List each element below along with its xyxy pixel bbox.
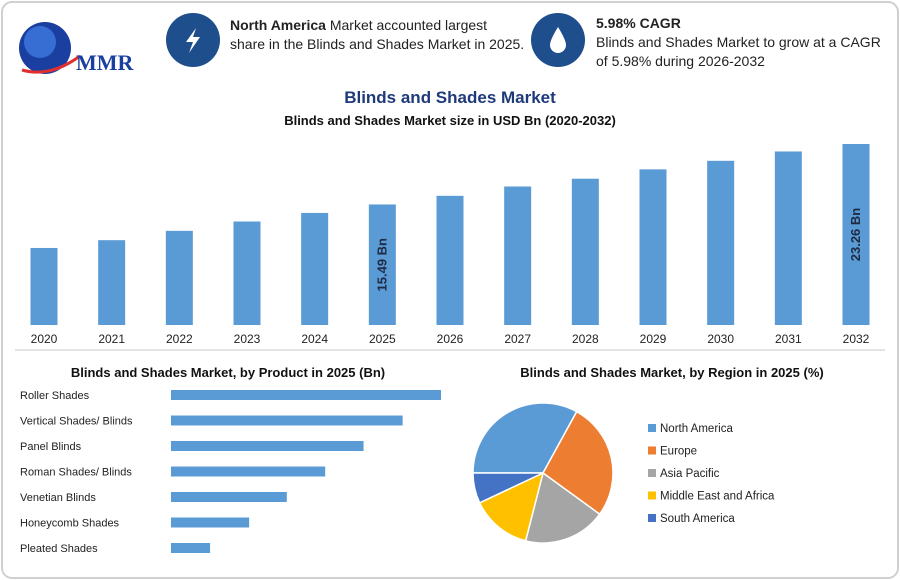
- bar: [171, 441, 364, 451]
- chart-title: Blinds and Shades Market: [344, 88, 556, 107]
- x-tick-label: 2032: [843, 332, 870, 346]
- info-box: 5.98% CAGR Blinds and Shades Market to gr…: [596, 14, 886, 71]
- y-tick-label: Panel Blinds: [20, 441, 82, 453]
- info-text: Blinds and Shades Market to grow at a CA…: [596, 34, 881, 69]
- legend-swatch: [648, 469, 656, 477]
- bar: [571, 178, 599, 325]
- y-tick-label: Venetian Blinds: [20, 492, 96, 504]
- y-tick-label: Pleated Shades: [20, 543, 98, 555]
- info-bold: 5.98% CAGR: [596, 15, 681, 31]
- drop-icon: [550, 27, 566, 53]
- x-tick-label: 2022: [166, 332, 193, 346]
- data-label: 15.49 Bn: [374, 238, 389, 292]
- legend-swatch: [648, 446, 656, 455]
- pie-slice: [472, 472, 544, 504]
- x-tick-label: 2026: [437, 332, 464, 346]
- x-tick-label: 2031: [775, 332, 802, 346]
- x-tick-label: 2025: [369, 332, 396, 346]
- pie-slice: [542, 410, 614, 516]
- bar: [171, 492, 287, 502]
- legend-label: Europe: [660, 446, 697, 458]
- bar: [98, 240, 126, 325]
- bolt-icon: [186, 28, 200, 53]
- bar: [368, 204, 396, 325]
- legend-swatch: [648, 491, 656, 500]
- chart-title: Blinds and Shades Market, by Region in 2…: [520, 365, 823, 380]
- bar: [774, 151, 802, 325]
- x-tick-label: 2030: [707, 332, 734, 346]
- x-tick-label: 2027: [504, 332, 531, 346]
- bar: [171, 415, 403, 426]
- logo-text: MMR: [76, 50, 135, 75]
- x-tick-label: 2029: [640, 332, 667, 346]
- legend-swatch: [648, 514, 656, 522]
- bar: [639, 169, 667, 325]
- bar: [30, 247, 58, 325]
- pie-slice: [472, 402, 578, 474]
- bar: [707, 160, 735, 325]
- bar: [504, 186, 532, 325]
- info-box: North America Market accounted largest s…: [230, 16, 525, 54]
- data-label: 23.26 Bn: [848, 208, 863, 262]
- info-bold: North America: [230, 17, 326, 33]
- legend-label: North America: [660, 423, 733, 435]
- x-tick-label: 2024: [301, 332, 328, 346]
- x-tick-label: 2023: [234, 332, 261, 346]
- y-tick-label: Roller Shades: [20, 390, 90, 402]
- y-tick-label: Honeycomb Shades: [20, 518, 120, 530]
- chart-subtitle: Blinds and Shades Market size in USD Bn …: [284, 113, 616, 128]
- pie-slice: [478, 471, 545, 542]
- bar: [165, 230, 193, 325]
- legend-label: Middle East and Africa: [660, 491, 775, 503]
- bar: [436, 195, 464, 325]
- bar: [171, 543, 211, 553]
- bar: [233, 221, 261, 325]
- pie-slice: [524, 471, 601, 544]
- x-tick-label: 2028: [572, 332, 599, 346]
- bar: [171, 390, 441, 400]
- y-tick-label: Roman Shades/ Blinds: [20, 467, 132, 479]
- bar: [842, 144, 870, 325]
- legend-swatch: [648, 424, 656, 432]
- info-text: Market accounted largest share in the Bl…: [230, 17, 525, 52]
- x-tick-label: 2020: [31, 332, 58, 346]
- logo-swoosh: [21, 54, 81, 74]
- bar: [171, 466, 326, 477]
- y-tick-label: Vertical Shades/ Blinds: [20, 416, 133, 428]
- legend-label: South America: [660, 513, 735, 525]
- bar: [301, 212, 329, 325]
- logo-shine: [24, 26, 56, 58]
- x-tick-label: 2021: [98, 332, 125, 346]
- legend-label: Asia Pacific: [660, 468, 720, 480]
- chart-title: Blinds and Shades Market, by Product in …: [71, 365, 385, 380]
- bar: [171, 517, 250, 528]
